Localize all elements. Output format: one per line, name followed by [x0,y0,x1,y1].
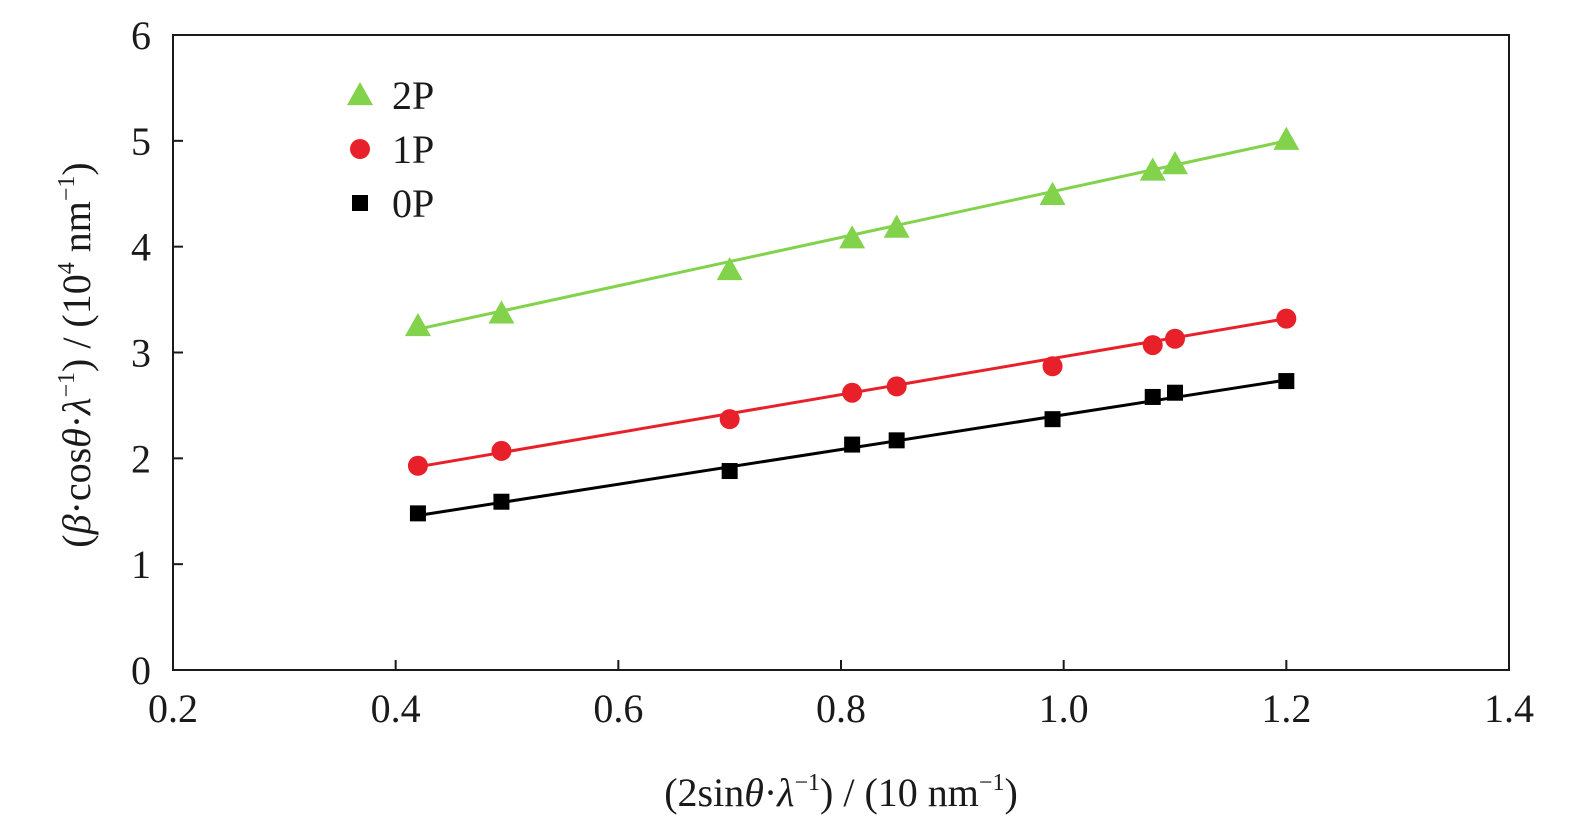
x-tick-label-2: 0.6 [593,686,643,731]
y-axis-title: (β·cosθ·λ−1) / (104 nm−1) [54,162,99,548]
point-2p-0 [404,313,431,337]
point-0p-3 [844,436,861,453]
y-tick-label-2: 2 [131,436,151,481]
point-1p-3 [842,382,863,403]
point-1p-5 [1042,356,1063,377]
x-tick-label-4: 1.0 [1039,686,1089,731]
point-0p-1 [493,493,510,510]
y-axis: 0 1 2 3 4 5 6 [131,13,183,693]
point-2p-6 [1139,157,1166,181]
point-0p-2 [721,463,738,480]
legend-marker-1p [350,139,370,159]
point-1p-4 [886,376,907,397]
y-tick-label-0: 0 [131,648,151,693]
point-1p-1 [491,440,512,461]
legend-label-2p: 2P [392,73,434,118]
y-tick-label-4: 4 [131,225,151,270]
point-1p-8 [1276,308,1297,329]
y-tick-label-1: 1 [131,542,151,587]
y-tick-label-3: 3 [131,331,151,376]
plot-frame [172,34,1510,671]
point-2p-1 [488,300,515,324]
y-tick-label-5: 5 [131,119,151,164]
point-1p-6 [1142,335,1163,356]
legend-marker-2p [347,82,373,106]
x-axis-title: (2sinθ·λ−1) / (10 nm−1) [664,770,1018,815]
point-1p-2 [719,409,740,430]
point-0p-5 [1044,411,1061,428]
point-2p-7 [1162,151,1188,175]
point-2p-2 [716,256,743,281]
x-tick-label-3: 0.8 [816,686,866,731]
point-0p-4 [888,432,905,449]
point-0p-6 [1144,388,1161,405]
x-tick-label-5: 1.2 [1261,686,1311,731]
point-0p-0 [409,505,426,522]
point-0p-8 [1278,373,1295,390]
x-tick-label-1: 0.4 [371,686,421,731]
point-2p-5 [1039,181,1066,205]
y-tick-label-6: 6 [131,13,151,58]
legend: 2P 1P 0P [347,73,434,226]
x-tick-label-6: 1.4 [1484,686,1534,731]
legend-label-0p: 0P [392,181,434,226]
point-1p-7 [1165,328,1185,349]
legend-marker-0p [352,195,368,211]
x-axis: 0.2 0.4 0.6 0.8 1.0 1.2 1.4 [148,660,1534,731]
point-1p-0 [407,455,428,476]
data-points [404,126,1300,522]
legend-label-1p: 1P [392,127,434,172]
point-2p-3 [839,225,866,249]
fit-lines [417,139,1287,517]
x-tick-label-0: 0.2 [148,686,198,731]
point-2p-8 [1273,126,1300,150]
point-0p-7 [1167,384,1183,401]
point-2p-4 [883,214,910,238]
